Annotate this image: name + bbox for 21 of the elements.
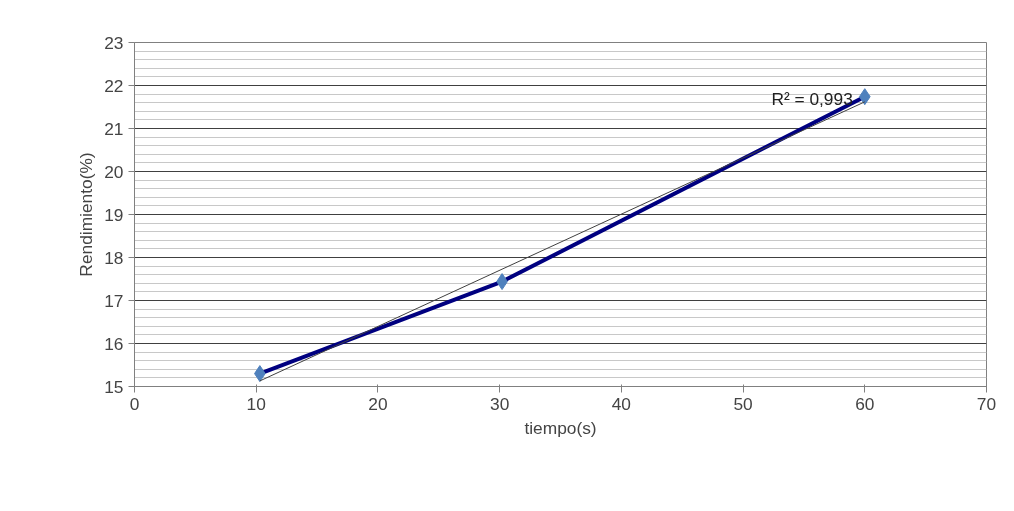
x-tick-label: 30 [490, 393, 510, 414]
y-tick-label: 16 [104, 333, 124, 354]
y-tick-label: 20 [104, 161, 124, 182]
y-axis-title: Rendimiento(%) [76, 152, 97, 277]
x-tick-label: 10 [246, 393, 266, 414]
x-axis-title: tiempo(s) [524, 417, 597, 438]
point [858, 88, 871, 106]
x-tick-label: 50 [733, 393, 753, 414]
x-tick-label: 20 [368, 393, 388, 414]
x-tick-label: 0 [129, 393, 140, 414]
y-tick-label: 21 [104, 118, 124, 139]
y-tick-label: 18 [104, 247, 124, 268]
y-tick-label: 15 [104, 376, 124, 397]
y-tick-label: 22 [104, 75, 124, 96]
y-tick-label: 17 [104, 290, 124, 311]
annotation: R² = 0,993 [771, 88, 853, 109]
x-tick-label: 70 [976, 393, 997, 414]
y-tick-label: 23 [104, 32, 124, 53]
y-tick-label: 19 [104, 204, 124, 225]
x-tick-label: 60 [855, 393, 875, 414]
x-tick-label: 40 [611, 393, 631, 414]
